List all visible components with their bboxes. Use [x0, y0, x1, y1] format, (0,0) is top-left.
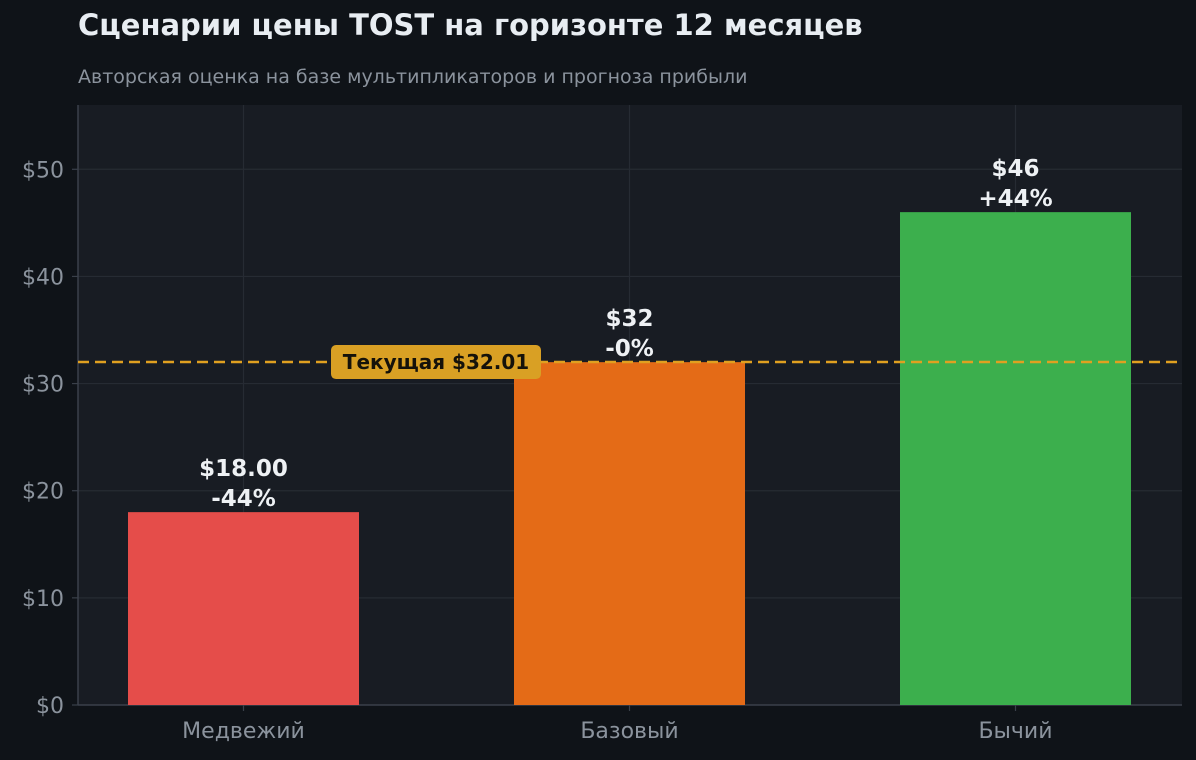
y-tick-label: $20 [22, 480, 64, 505]
bar [900, 212, 1131, 705]
y-tick-label: $50 [22, 158, 64, 183]
bar-change-label: +44% [978, 186, 1052, 212]
current-price-badge [331, 345, 541, 380]
bar [514, 362, 745, 705]
chart-title: Сценарии цены TOST на горизонте 12 месяц… [78, 8, 863, 42]
y-tick-label: $40 [22, 265, 64, 290]
bar-value-label: $46 [991, 156, 1039, 182]
y-tick-label: $10 [22, 587, 64, 612]
y-tick-label: $0 [36, 694, 64, 719]
bar-value-label: $32 [605, 306, 653, 332]
x-tick-label: Базовый [580, 719, 678, 744]
bar [128, 512, 359, 705]
data-labels: $18.00 -44% $32 -0% $46 +44% [199, 156, 1053, 512]
y-tick-label: $30 [22, 373, 64, 398]
x-tick-label: Бычий [978, 719, 1052, 744]
chart-subtitle: Авторская оценка на базе мультипликаторо… [78, 66, 748, 88]
bars [128, 212, 1131, 705]
current-price-label: Текущая $32.01 [343, 350, 529, 374]
bar-value-label: $18.00 [199, 456, 288, 482]
bar-change-label: -0% [605, 336, 654, 362]
reference-line-group: Текущая $32.01 [78, 345, 1182, 380]
x-tick-label: Медвежий [182, 719, 305, 744]
bar-change-label: -44% [211, 486, 276, 512]
